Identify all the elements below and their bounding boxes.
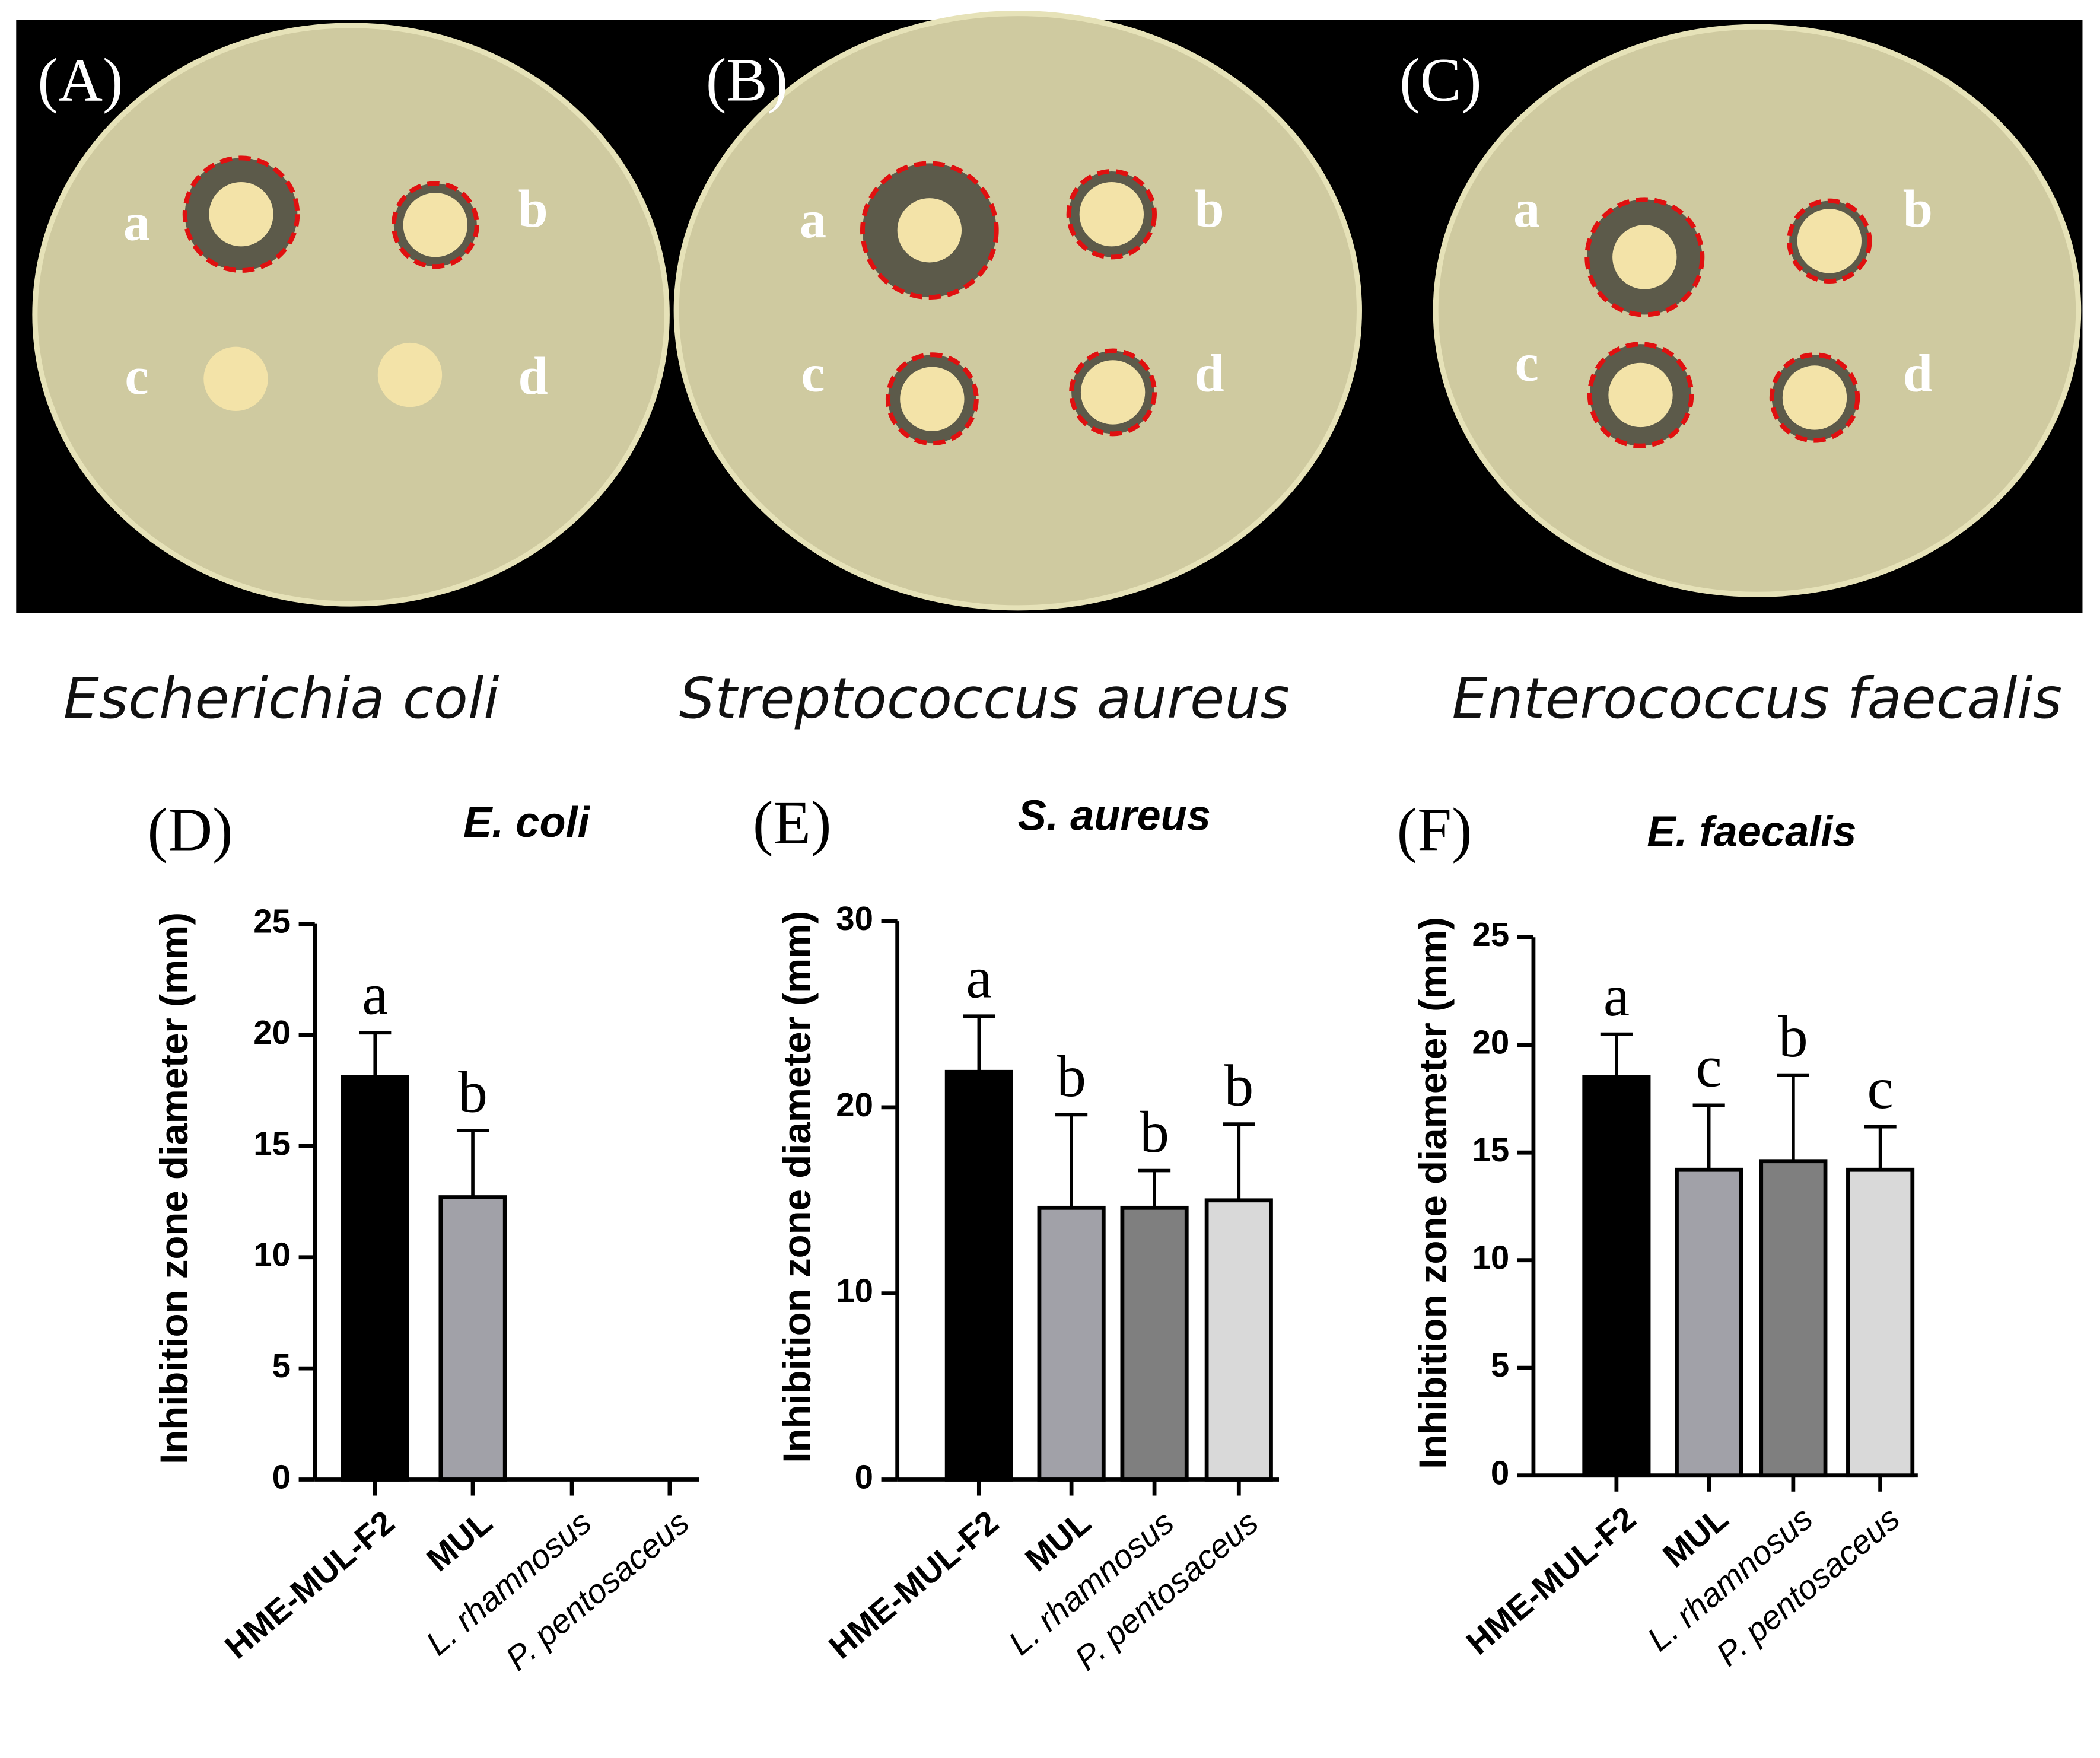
panel-label: (A) [37, 46, 123, 114]
spot-label: c [801, 344, 825, 403]
bar [1582, 1075, 1651, 1478]
spot-label: a [1513, 179, 1540, 238]
spot-label: c [125, 346, 148, 406]
y-tick-label: 20 [836, 1086, 873, 1123]
bar [341, 1075, 409, 1482]
spot-label: a [800, 190, 826, 249]
spot-label: b [518, 179, 548, 238]
paper-disk [1782, 365, 1847, 430]
paper-disk [1612, 225, 1677, 289]
significance-letter: b [458, 1060, 488, 1125]
bar [1675, 1167, 1743, 1478]
zone-outline [391, 181, 479, 269]
bar [1120, 1205, 1189, 1482]
panel-label: (B) [706, 46, 788, 114]
paper-disk [203, 346, 268, 412]
significance-letter: b [1778, 1004, 1808, 1069]
significance-letter: b [1057, 1044, 1086, 1109]
x-tick-label: MUL [419, 1504, 499, 1579]
x-tick-label: HME-MUL-F2 [822, 1504, 1005, 1666]
paper-disk [1079, 182, 1144, 247]
agar-plate [1433, 24, 2082, 597]
y-axis-label: Inhibition zone diameter (mm) [152, 912, 196, 1464]
bar [438, 1195, 507, 1482]
x-tick-label: HME-MUL-F2 [218, 1504, 401, 1666]
chart-title: E. faecalis [1647, 808, 1856, 856]
chart-title: E. coli [463, 799, 591, 846]
bar [1037, 1205, 1106, 1482]
paper-disk [1080, 360, 1146, 425]
zone-outline [1584, 197, 1705, 317]
y-axis-label: Inhibition zone diameter (mm) [1411, 917, 1455, 1469]
spot-label: b [1903, 179, 1933, 238]
panel-label: (C) [1399, 46, 1481, 114]
zone-outline [182, 155, 300, 273]
y-tick-label: 10 [253, 1236, 291, 1273]
significance-letter: a [966, 945, 992, 1011]
panel-label: (F) [1397, 795, 1472, 864]
y-tick-label: 5 [272, 1347, 291, 1384]
spot-label: d [1903, 344, 1933, 403]
paper-disk [900, 367, 965, 431]
paper-disk [897, 198, 962, 263]
bar [1204, 1198, 1273, 1482]
y-tick-label: 25 [1472, 916, 1510, 953]
y-tick-label: 25 [253, 903, 291, 940]
chart-title: S. aureus [1018, 792, 1211, 840]
spot-label: a [123, 192, 150, 251]
y-tick-label: 0 [1491, 1454, 1509, 1492]
species-caption: Streptococcus aureus [679, 666, 1290, 731]
significance-letter: c [1696, 1034, 1722, 1100]
zone-outline [1769, 352, 1860, 443]
y-axis-label: Inhibition zone diameter (mm) [775, 911, 819, 1463]
paper-disk [1608, 362, 1673, 428]
panel-label: (E) [753, 789, 832, 857]
bar [1759, 1159, 1828, 1478]
zone-outline [1787, 198, 1872, 284]
agar-plate [32, 23, 670, 607]
y-tick-label: 10 [836, 1272, 873, 1310]
bar [944, 1069, 1013, 1482]
zone-outline [1587, 342, 1694, 448]
bar [1846, 1167, 1915, 1478]
spot-label: d [518, 346, 548, 406]
y-tick-label: 15 [253, 1125, 291, 1162]
paper-disk [377, 342, 443, 407]
significance-letter: a [362, 962, 388, 1027]
paper-disk [1797, 209, 1862, 273]
y-tick-label: 0 [272, 1458, 291, 1495]
spot-label: c [1515, 333, 1539, 393]
y-tick-label: 10 [1472, 1239, 1510, 1276]
significance-letter: c [1867, 1056, 1894, 1121]
panel-label: (D) [147, 795, 233, 864]
x-tick-label: HME-MUL-F2 [1459, 1499, 1643, 1662]
zone-outline [1069, 348, 1157, 437]
spot-label: d [1195, 344, 1224, 403]
y-tick-label: 20 [1472, 1024, 1510, 1061]
y-tick-label: 0 [855, 1458, 873, 1495]
paper-disk [209, 182, 273, 247]
y-tick-label: 15 [1472, 1131, 1510, 1168]
significance-letter: b [1140, 1100, 1169, 1165]
species-caption: Escherichia coli [63, 666, 499, 731]
paper-disk [403, 193, 468, 257]
significance-letter: b [1224, 1053, 1253, 1119]
significance-letter: a [1603, 963, 1630, 1028]
y-tick-label: 30 [836, 900, 873, 937]
spot-label: b [1195, 179, 1224, 238]
zone-outline [1066, 169, 1157, 260]
species-caption: Enterococcus faecalis [1452, 666, 2062, 731]
y-tick-label: 20 [253, 1014, 291, 1051]
zone-outline [885, 352, 979, 446]
agar-plate [673, 11, 1362, 611]
y-tick-label: 5 [1491, 1346, 1509, 1384]
zone-outline [860, 161, 999, 300]
